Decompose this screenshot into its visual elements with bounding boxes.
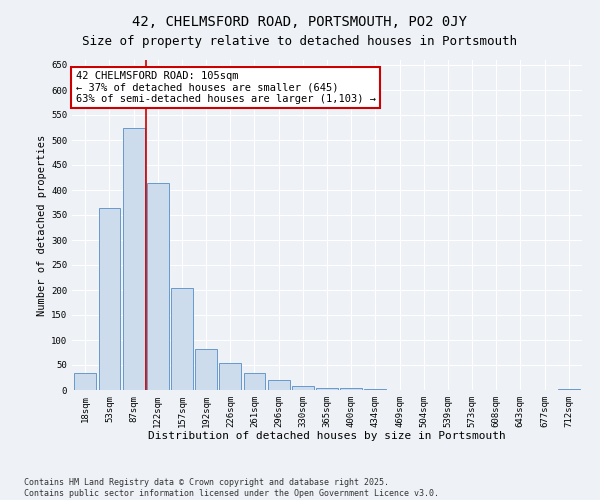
X-axis label: Distribution of detached houses by size in Portsmouth: Distribution of detached houses by size … <box>148 432 506 442</box>
Bar <box>123 128 145 390</box>
Text: 42 CHELMSFORD ROAD: 105sqm
← 37% of detached houses are smaller (645)
63% of sem: 42 CHELMSFORD ROAD: 105sqm ← 37% of deta… <box>76 71 376 104</box>
Text: Size of property relative to detached houses in Portsmouth: Size of property relative to detached ho… <box>83 35 517 48</box>
Bar <box>292 386 314 390</box>
Bar <box>268 380 290 390</box>
Bar <box>244 372 265 390</box>
Bar <box>98 208 121 390</box>
Bar <box>220 362 241 390</box>
Bar <box>195 349 217 390</box>
Bar <box>74 372 96 390</box>
Bar <box>171 288 193 390</box>
Bar <box>316 388 338 390</box>
Bar <box>364 389 386 390</box>
Bar <box>340 388 362 390</box>
Text: 42, CHELMSFORD ROAD, PORTSMOUTH, PO2 0JY: 42, CHELMSFORD ROAD, PORTSMOUTH, PO2 0JY <box>133 15 467 29</box>
Bar <box>558 389 580 390</box>
Bar <box>147 182 169 390</box>
Text: Contains HM Land Registry data © Crown copyright and database right 2025.
Contai: Contains HM Land Registry data © Crown c… <box>24 478 439 498</box>
Y-axis label: Number of detached properties: Number of detached properties <box>37 134 47 316</box>
